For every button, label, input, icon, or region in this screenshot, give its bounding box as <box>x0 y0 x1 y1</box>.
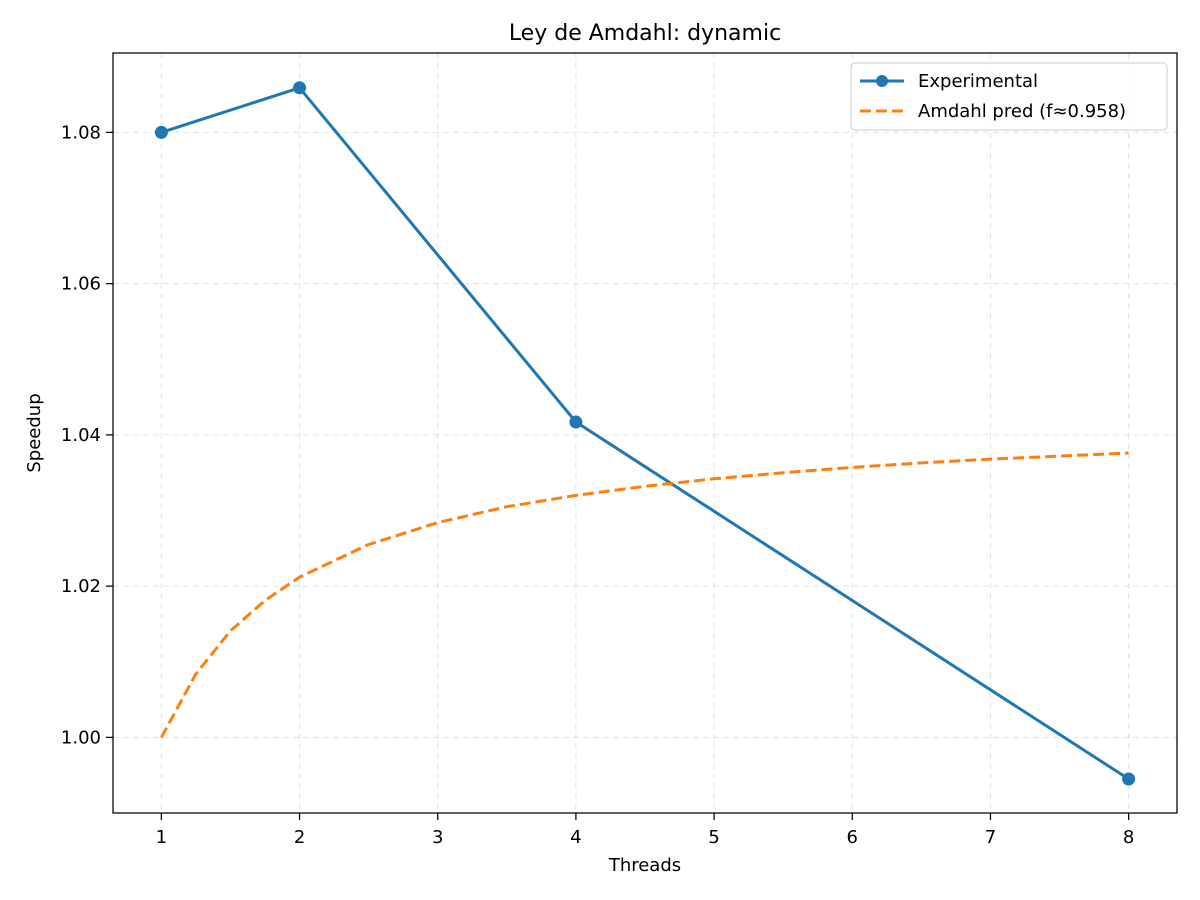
x-tick-label: 6 <box>847 827 858 848</box>
legend-frame <box>850 62 1168 131</box>
y-tick-label: 1.02 <box>61 576 101 597</box>
x-axis-label: Threads <box>608 855 681 876</box>
y-tick-label: 1.00 <box>61 727 101 748</box>
x-tick-label: 8 <box>1123 827 1134 848</box>
chart-title: Ley de Amdahl: dynamic <box>509 21 781 46</box>
data-point-experimental <box>154 125 168 139</box>
series-line-amdahl-pred <box>160 451 1129 739</box>
x-tick-label: 7 <box>985 827 996 848</box>
data-point-experimental <box>1122 772 1136 786</box>
plot-area <box>113 53 1177 813</box>
x-tick-label: 3 <box>432 827 443 848</box>
data-point-experimental <box>293 81 307 95</box>
series-layer <box>154 81 1136 786</box>
y-tick-label: 1.08 <box>61 122 101 143</box>
legend-label-experimental: Experimental <box>918 71 1038 92</box>
legend: Experimental Amdahl pred (f≈0.958) <box>850 62 1168 131</box>
x-tick-label: 5 <box>708 827 719 848</box>
grid <box>113 53 1177 813</box>
y-tick-label: 1.06 <box>61 274 101 295</box>
ticks: 1 2 3 4 5 6 7 8 1.00 1.02 1.04 1.06 1.08 <box>61 122 1134 848</box>
y-axis-label: Speedup <box>24 393 45 472</box>
plot-frame <box>112 52 1178 814</box>
legend-label-amdahl: Amdahl pred (f≈0.958) <box>918 101 1126 122</box>
legend-marker-experimental <box>876 75 888 87</box>
data-point-experimental <box>569 415 583 429</box>
x-tick-label: 1 <box>156 827 167 848</box>
series-line-experimental <box>160 86 1130 781</box>
y-tick-label: 1.04 <box>61 425 101 446</box>
x-tick-label: 4 <box>570 827 581 848</box>
x-tick-label: 2 <box>294 827 305 848</box>
